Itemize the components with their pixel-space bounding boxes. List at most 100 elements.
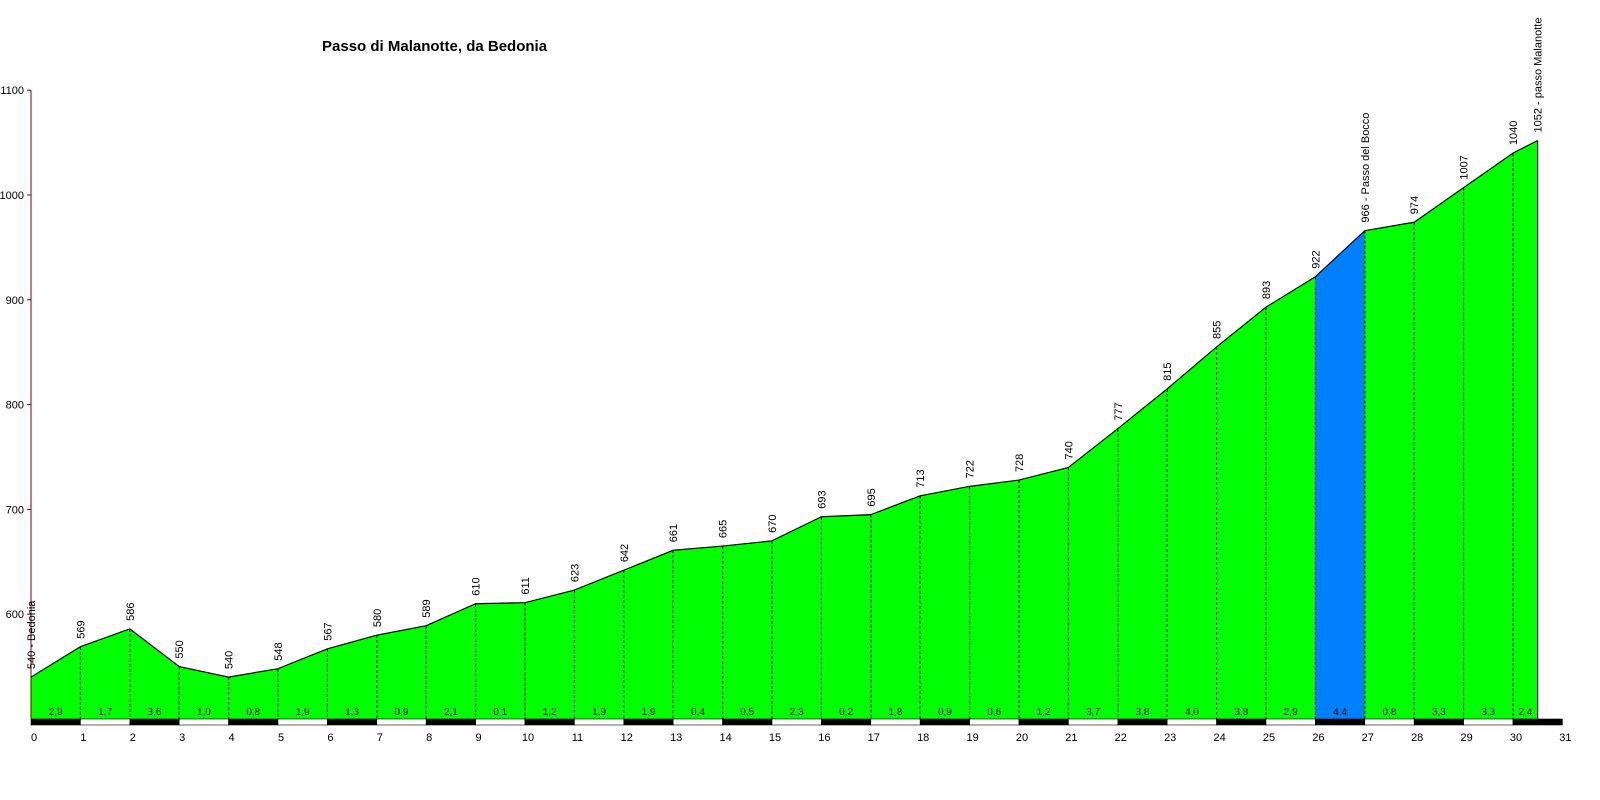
distance-bar-segment bbox=[1463, 718, 1514, 726]
elevation-labels: 540 - Bedonia 569 586 550 540 548 567 580 589 610… bbox=[26, 18, 1545, 670]
x-tick-label: 16 bbox=[818, 732, 830, 744]
distance-bar-segment bbox=[1512, 718, 1563, 726]
profile-segment bbox=[80, 628, 130, 719]
gradient-label: 0,9 bbox=[395, 707, 409, 718]
gradient-label: 1,9 bbox=[642, 707, 656, 718]
profile-segment bbox=[870, 495, 921, 719]
gradient-label: 1,3 bbox=[345, 707, 359, 718]
gradient-label: 0,1 bbox=[493, 707, 507, 718]
elevation-label: 661 bbox=[668, 524, 680, 542]
distance-bar-segment bbox=[919, 718, 970, 726]
profile-segment bbox=[1019, 467, 1069, 719]
gradient-label: 2,9 bbox=[1284, 707, 1298, 718]
x-tick-label: 14 bbox=[719, 732, 731, 744]
x-tick-label: 12 bbox=[621, 732, 633, 744]
profile-segment bbox=[673, 546, 723, 719]
distance-bar-segment bbox=[574, 718, 625, 726]
x-tick-label: 13 bbox=[670, 732, 682, 744]
elevation-label: 855 bbox=[1212, 321, 1224, 339]
gradient-label: 4,4 bbox=[1333, 707, 1347, 718]
profile-segment bbox=[1068, 428, 1118, 719]
distance-bar-segment bbox=[1018, 718, 1069, 726]
distance-bar-segment bbox=[821, 718, 872, 726]
x-tick-label: 2 bbox=[130, 732, 136, 744]
x-tick-label: 21 bbox=[1065, 732, 1077, 744]
elevation-label: 1007 bbox=[1459, 155, 1471, 179]
elevation-label: 610 bbox=[471, 577, 483, 595]
x-tick-label: 27 bbox=[1362, 732, 1374, 744]
x-tick-label: 0 bbox=[31, 732, 37, 744]
elevation-label: 815 bbox=[1162, 363, 1174, 381]
distance-bar-segment bbox=[524, 718, 575, 726]
gradient-label: 1,9 bbox=[296, 707, 310, 718]
elevation-label: 974 bbox=[1409, 196, 1421, 214]
x-tick-label: 10 bbox=[522, 732, 534, 744]
distance-bar-segment bbox=[623, 718, 674, 726]
distance-bar-segment bbox=[1413, 718, 1464, 726]
distance-bar-segment bbox=[178, 718, 229, 726]
x-tick-label: 23 bbox=[1164, 732, 1176, 744]
gradient-label: 0,2 bbox=[839, 707, 853, 718]
distance-bar-segment bbox=[228, 718, 279, 726]
elevation-label: 966 - Passo del Bocco bbox=[1360, 113, 1372, 223]
elevation-label: 611 bbox=[520, 577, 532, 595]
profile-segment bbox=[623, 550, 674, 719]
profile-segment bbox=[722, 540, 772, 719]
elevation-label: 1040 bbox=[1508, 121, 1520, 145]
x-tick-label: 24 bbox=[1213, 732, 1225, 744]
x-tick-label: 7 bbox=[377, 732, 383, 744]
profile-segment bbox=[278, 648, 328, 719]
distance-bar-segment bbox=[1068, 718, 1119, 726]
profile-segment bbox=[475, 602, 525, 719]
x-tick-label: 22 bbox=[1115, 732, 1127, 744]
profile-segment bbox=[1463, 153, 1513, 719]
x-tick-label: 30 bbox=[1510, 732, 1522, 744]
profile-segment bbox=[1364, 222, 1415, 720]
elevation-label: 693 bbox=[816, 490, 828, 508]
distance-bar-segment bbox=[129, 718, 180, 726]
chart-title: Passo di Malanotte, da Bedonia bbox=[322, 38, 548, 55]
distance-bar-segment bbox=[1166, 718, 1217, 726]
km-dividers bbox=[79, 153, 1514, 719]
elevation-label: 740 bbox=[1063, 441, 1075, 459]
profile-segment bbox=[1315, 230, 1365, 719]
gradient-label: 4,0 bbox=[1185, 707, 1199, 718]
profile-segment bbox=[327, 635, 377, 719]
profile-segment bbox=[1117, 388, 1168, 719]
gradient-label: 2,1 bbox=[444, 707, 458, 718]
elevation-label: 893 bbox=[1261, 281, 1273, 299]
elevation-label: 1052 - passo Malanotte bbox=[1533, 18, 1545, 133]
gradient-label: 3,3 bbox=[1481, 707, 1495, 718]
profile-segment bbox=[1414, 187, 1464, 719]
gradient-label: 2,9 bbox=[49, 707, 63, 718]
y-tick-label: 1100 bbox=[0, 85, 24, 97]
profile-segment bbox=[1513, 140, 1538, 719]
elevation-label: 623 bbox=[569, 564, 581, 582]
elevation-label: 922 bbox=[1310, 250, 1322, 268]
elevation-label: 540 bbox=[224, 651, 236, 669]
elevation-label: 569 bbox=[75, 620, 87, 638]
x-tick-label: 26 bbox=[1312, 732, 1324, 744]
gradient-label: 3,8 bbox=[1234, 707, 1248, 718]
profile-segment bbox=[1167, 346, 1217, 719]
gradient-label: 1,0 bbox=[197, 707, 211, 718]
gradient-label: 1,8 bbox=[889, 707, 903, 718]
profile-segment bbox=[426, 603, 476, 719]
profile-segment bbox=[376, 625, 427, 719]
elevation-label: 695 bbox=[866, 488, 878, 506]
x-tick-label: 5 bbox=[278, 732, 284, 744]
gradient-label: 3,3 bbox=[1432, 707, 1446, 718]
x-tick-label: 18 bbox=[917, 732, 929, 744]
x-tick-label: 28 bbox=[1411, 732, 1423, 744]
x-tick-label: 11 bbox=[572, 732, 583, 744]
x-tick-label: 15 bbox=[769, 732, 781, 744]
distance-bar-segment bbox=[30, 718, 81, 726]
x-tick-label: 9 bbox=[476, 732, 482, 744]
elevation-label: 550 bbox=[174, 640, 186, 658]
profile-segment bbox=[1266, 276, 1316, 719]
profile-segment bbox=[969, 480, 1019, 719]
gradient-label: 2,4 bbox=[1518, 707, 1532, 718]
distance-bar-segment bbox=[1216, 718, 1267, 726]
gradient-label: 1,2 bbox=[543, 707, 557, 718]
